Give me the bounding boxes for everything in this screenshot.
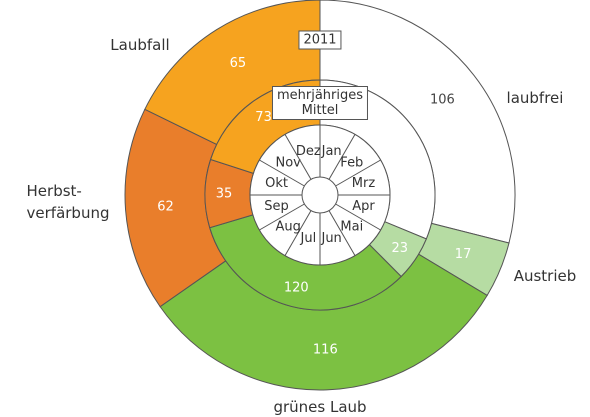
- month-divider: [259, 203, 305, 231]
- category-label: Laubfall: [110, 36, 170, 54]
- value-label: 23: [392, 241, 409, 256]
- month-label: Apr: [352, 199, 375, 214]
- month-divider: [284, 134, 312, 180]
- month-label: Mai: [340, 219, 363, 234]
- value-label: 116: [313, 342, 338, 357]
- value-label: 120: [284, 281, 309, 296]
- month-label: Aug: [275, 219, 300, 234]
- month-label: Mrz: [352, 176, 376, 191]
- value-label: 17: [455, 247, 472, 262]
- value-label: 35: [216, 186, 233, 201]
- month-label: Feb: [340, 156, 363, 171]
- month-divider: [284, 210, 312, 256]
- category-label: grünes Laub: [273, 398, 367, 416]
- series-label: mehrjähriges Mittel: [271, 86, 369, 120]
- value-label: 73: [255, 110, 272, 125]
- month-divider: [259, 159, 305, 187]
- month-divider: [335, 159, 381, 187]
- month-label: Jun: [320, 231, 341, 246]
- month-label: Okt: [265, 176, 288, 191]
- month-label: Nov: [275, 156, 301, 171]
- value-label: 65: [230, 56, 247, 71]
- month-label: Jan: [321, 144, 342, 159]
- category-label: Austrieb: [513, 267, 577, 285]
- month-label: Jul: [300, 231, 317, 246]
- value-label: 62: [157, 199, 174, 214]
- month-divider: [335, 203, 381, 231]
- series-label: 2011: [298, 30, 342, 50]
- month-divider: [328, 134, 356, 180]
- month-label: Dez: [296, 144, 321, 159]
- category-label: Herbst- verfärbung: [26, 182, 110, 222]
- month-center: [301, 176, 339, 214]
- value-label: 106: [430, 92, 455, 107]
- month-divider: [328, 210, 356, 256]
- month-label: Sep: [264, 199, 289, 214]
- category-label: laubfrei: [506, 89, 564, 107]
